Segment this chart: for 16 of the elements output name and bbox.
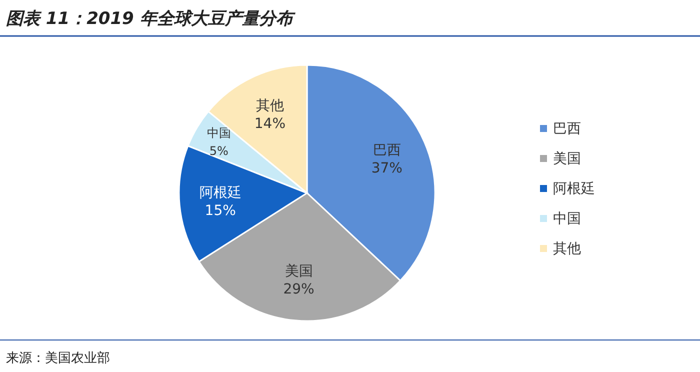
legend-label: 美国 <box>553 151 581 167</box>
data-label: 15% <box>204 203 236 220</box>
legend-label: 其他 <box>553 241 581 257</box>
legend-label: 中国 <box>553 211 581 227</box>
data-label: 5% <box>209 144 228 158</box>
legend-label: 巴西 <box>553 121 581 137</box>
slice-label: 阿根廷 <box>199 185 242 202</box>
slice-label: 其他 <box>256 98 284 114</box>
slice-label: 巴西 <box>372 142 401 158</box>
source-note: 来源：美国农业部 <box>6 350 110 366</box>
slice-label: 美国 <box>284 264 313 280</box>
legend-label: 阿根廷 <box>553 181 595 197</box>
data-label: 37% <box>371 160 402 176</box>
chart-title: 图表 11：2019 年全球大豆产量分布 <box>6 9 296 29</box>
data-label: 29% <box>283 282 314 298</box>
data-label: 14% <box>254 116 286 132</box>
